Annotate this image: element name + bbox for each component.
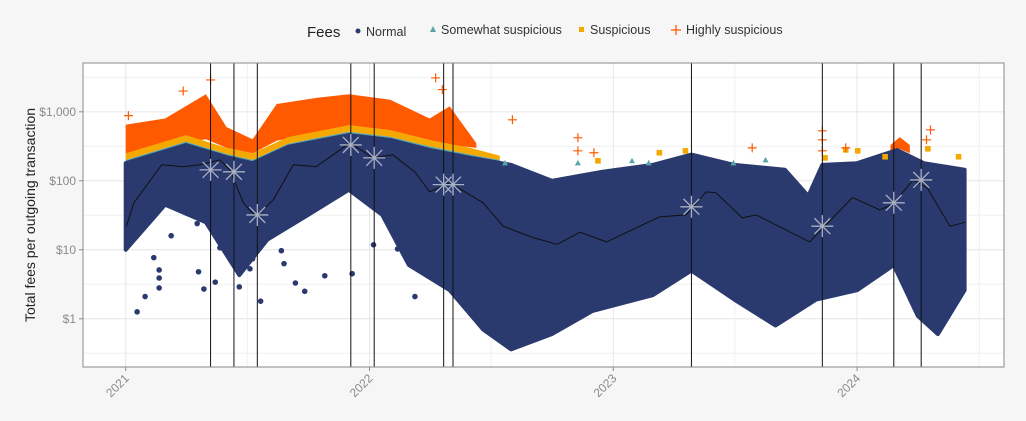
x-tick-label: 2021 [103,371,132,400]
event-marker [910,168,933,191]
x-axis: 2021 2022 2023 2024 [103,367,863,400]
suspicious-point [955,153,962,160]
normal-point [201,286,207,292]
suspicious-point [656,149,663,156]
x-tick-label: 2022 [347,371,376,400]
highly-suspicious-point [747,143,757,153]
normal-point [150,254,157,261]
legend-label-highly-suspicious: Highly suspicious [686,23,783,37]
somewhat-suspicious-point [628,157,635,164]
y-axis: $1 $10 $100 $1,000 [39,105,83,326]
event-marker [882,191,905,214]
event-marker [339,133,362,156]
normal-point [228,240,235,246]
legend-key-highly-suspicious [671,25,681,35]
normal-point [156,267,162,273]
event-marker [811,215,834,238]
highly-suspicious-point [431,73,441,83]
legend-key-somewhat-suspicious [430,26,436,32]
data-marks [123,63,967,367]
normal-point [412,293,418,300]
normal-point [249,250,256,256]
normal-point [217,244,223,251]
y-tick-label: $1 [63,312,77,326]
somewhat-suspicious-point [645,159,652,166]
y-tick-label: $100 [49,174,76,188]
highly-suspicious-point [922,135,932,145]
x-tick-label: 2023 [591,371,620,400]
suspicious-point [682,148,689,154]
suspicious-point [854,148,861,154]
highly-suspicious-point [507,115,517,125]
x-tick-label: 2024 [834,371,863,400]
normal-point [156,275,162,281]
normal-point [370,242,377,248]
legend-label-suspicious: Suspicious [590,23,650,37]
normal-point [257,298,264,304]
somewhat-suspicious-point [502,159,509,166]
normal-point [442,214,449,220]
suspicious-cloud [125,125,500,160]
y-tick-label: $10 [56,243,76,257]
normal-point [212,279,219,285]
event-marker [222,160,245,183]
event-marker [363,146,386,169]
suspicious-point [822,155,828,161]
somewhat-suspicious-point [762,156,769,163]
normal-point [247,266,253,272]
highly-suspicious-point [437,85,447,95]
normal-cloud [123,133,967,352]
legend-label-somewhat-suspicious: Somewhat suspicious [441,23,562,37]
highly-suspicious-point [573,133,583,143]
normal-point [156,285,162,291]
normal-point [228,209,235,216]
somewhat-suspicious-point [574,159,581,166]
highly-suspicious-point [573,146,583,156]
highly-suspicious-point [123,111,133,121]
highly-suspicious-point [926,125,936,135]
suspicious-point [882,153,888,160]
normal-point [281,260,287,267]
normal-point [394,246,401,252]
normal-point [195,268,202,275]
suspicious-point [925,145,931,152]
y-tick-label: $1,000 [39,105,76,119]
plot-border [82,62,1005,368]
legend-title: Fees [307,24,340,41]
normal-point [249,256,256,262]
normal-point [249,241,256,248]
legend-key-suspicious [579,27,584,32]
normal-point [278,247,285,254]
event-marker [246,203,269,226]
event-marker [680,195,703,218]
normal-point [321,272,328,279]
legend-key-normal [355,28,361,34]
normal-point [168,232,174,239]
normal-point [236,284,243,290]
suspicious-point [595,157,601,164]
normal-point [349,270,355,277]
normal-point [142,293,148,300]
somewhat-suspicious-point [730,159,737,166]
normal-point [301,288,308,295]
highly-suspicious-point [178,86,188,96]
legend: Fees Normal Somewhat suspicious Suspicio… [307,23,783,41]
highly-suspicious-cloud [125,94,477,154]
normal-point [292,280,299,286]
normal-point [134,309,140,315]
event-marker [199,158,222,181]
legend-label-normal: Normal [366,25,406,39]
highly-suspicious-point [589,148,599,158]
highly-suspicious-point [841,143,851,153]
event-marker [442,173,465,196]
normal-point [194,220,201,227]
y-axis-label: Total fees per outgoing transaction [22,108,38,322]
